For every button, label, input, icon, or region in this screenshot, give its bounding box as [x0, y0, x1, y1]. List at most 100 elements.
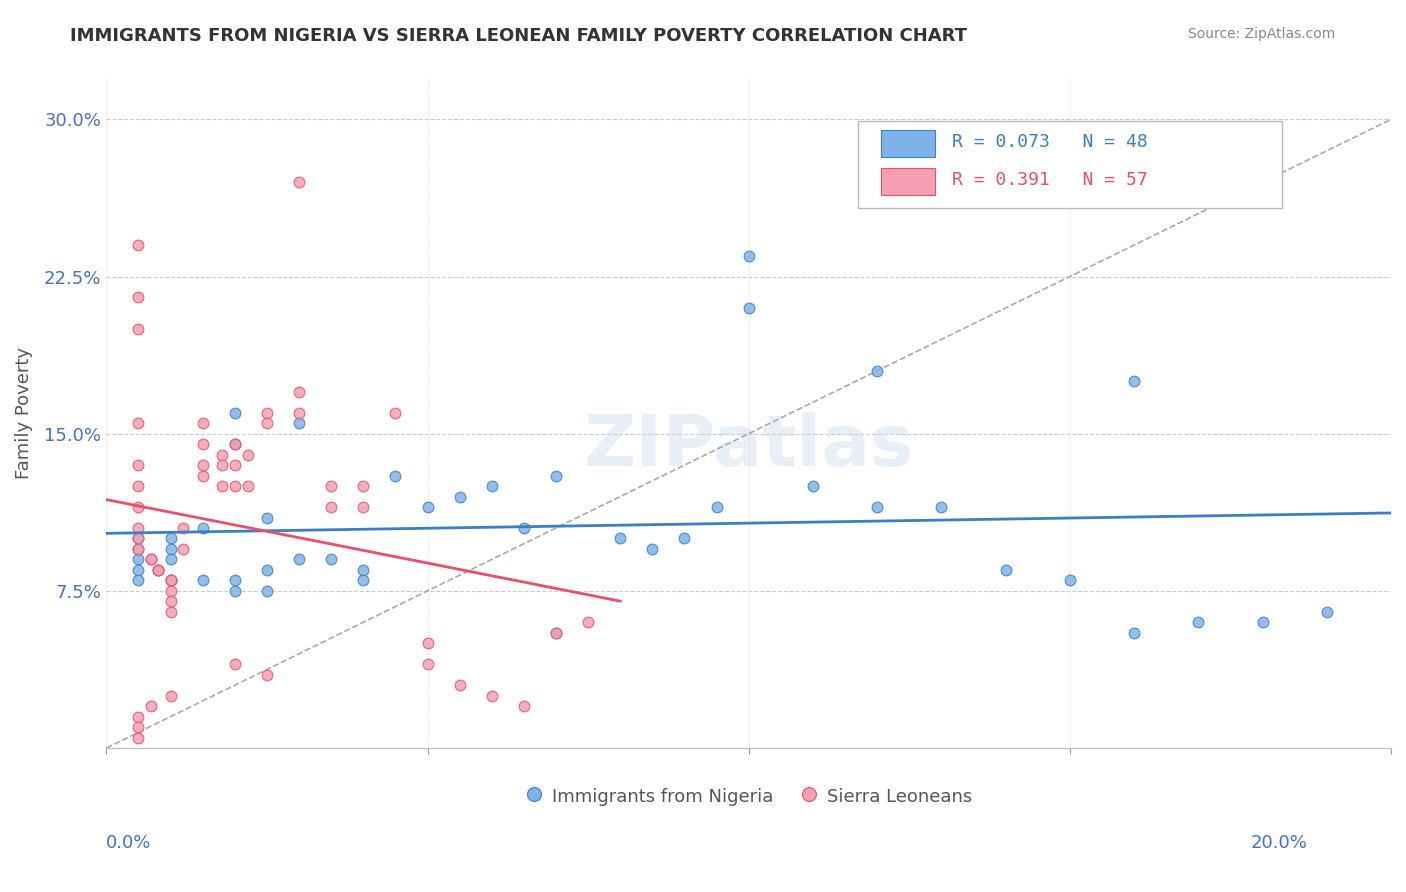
Text: 20.0%: 20.0%	[1251, 834, 1308, 852]
Point	[127, 532, 149, 546]
Point	[159, 583, 181, 598]
Point	[127, 552, 149, 566]
Point	[706, 500, 728, 514]
Point	[288, 552, 311, 566]
Point	[127, 541, 149, 556]
Point	[191, 437, 214, 451]
Point	[256, 510, 278, 524]
Point	[737, 249, 759, 263]
Point	[172, 541, 194, 556]
Point	[352, 563, 374, 577]
Point	[544, 468, 567, 483]
Point	[159, 552, 181, 566]
Point	[321, 479, 343, 493]
Point	[146, 563, 169, 577]
Point	[931, 500, 953, 514]
Point	[866, 500, 889, 514]
Point	[1059, 574, 1081, 588]
Point	[449, 490, 471, 504]
Point	[146, 563, 169, 577]
Point	[159, 605, 181, 619]
Point	[127, 709, 149, 723]
Point	[288, 416, 311, 430]
Point	[256, 416, 278, 430]
Point	[513, 521, 536, 535]
Point	[224, 657, 246, 672]
Point	[288, 406, 311, 420]
Point	[159, 574, 181, 588]
Point	[481, 479, 503, 493]
Point	[384, 468, 406, 483]
Point	[224, 437, 246, 451]
Point	[224, 574, 246, 588]
Point	[866, 364, 889, 378]
Point	[127, 322, 149, 336]
Point	[159, 574, 181, 588]
Point	[224, 437, 246, 451]
Point	[416, 657, 439, 672]
Point	[211, 479, 233, 493]
Point	[1251, 615, 1274, 630]
Point	[256, 583, 278, 598]
Point	[801, 479, 824, 493]
Point	[994, 563, 1017, 577]
Y-axis label: Family Poverty: Family Poverty	[15, 347, 32, 479]
Point	[127, 731, 149, 745]
Point	[256, 406, 278, 420]
Point	[449, 678, 471, 692]
Point	[127, 541, 149, 556]
Point	[481, 689, 503, 703]
Point	[141, 699, 163, 714]
Point	[288, 384, 311, 399]
Text: R = 0.073   N = 48: R = 0.073 N = 48	[952, 134, 1147, 152]
Point	[224, 406, 246, 420]
Point	[1123, 374, 1146, 388]
Point	[513, 699, 536, 714]
Point	[321, 552, 343, 566]
Point	[159, 689, 181, 703]
Point	[1316, 605, 1339, 619]
Point	[127, 458, 149, 472]
Point	[159, 532, 181, 546]
Point	[127, 238, 149, 252]
Point	[172, 521, 194, 535]
Point	[673, 532, 696, 546]
Point	[159, 594, 181, 608]
Point	[127, 479, 149, 493]
Point	[191, 416, 214, 430]
Point	[191, 521, 214, 535]
Point	[321, 500, 343, 514]
Point	[288, 175, 311, 189]
Point	[352, 574, 374, 588]
Point	[127, 532, 149, 546]
Text: R = 0.391   N = 57: R = 0.391 N = 57	[952, 171, 1147, 189]
Point	[737, 301, 759, 315]
Point	[236, 448, 259, 462]
Point	[127, 416, 149, 430]
Point	[127, 574, 149, 588]
Point	[141, 552, 163, 566]
Point	[146, 563, 169, 577]
Point	[224, 458, 246, 472]
Point	[544, 625, 567, 640]
Point	[159, 574, 181, 588]
Point	[211, 458, 233, 472]
Point	[191, 468, 214, 483]
FancyBboxPatch shape	[858, 121, 1282, 208]
Point	[609, 532, 631, 546]
Point	[352, 500, 374, 514]
Point	[256, 563, 278, 577]
Point	[127, 720, 149, 734]
Point	[191, 574, 214, 588]
Point	[1123, 625, 1146, 640]
Point	[224, 479, 246, 493]
Text: Source: ZipAtlas.com: Source: ZipAtlas.com	[1188, 27, 1336, 41]
Point	[159, 541, 181, 556]
Text: ZIPatlas: ZIPatlas	[583, 412, 914, 481]
Point	[641, 541, 664, 556]
FancyBboxPatch shape	[882, 130, 935, 157]
FancyBboxPatch shape	[882, 168, 935, 194]
Point	[544, 625, 567, 640]
Point	[211, 448, 233, 462]
Text: IMMIGRANTS FROM NIGERIA VS SIERRA LEONEAN FAMILY POVERTY CORRELATION CHART: IMMIGRANTS FROM NIGERIA VS SIERRA LEONEA…	[70, 27, 967, 45]
